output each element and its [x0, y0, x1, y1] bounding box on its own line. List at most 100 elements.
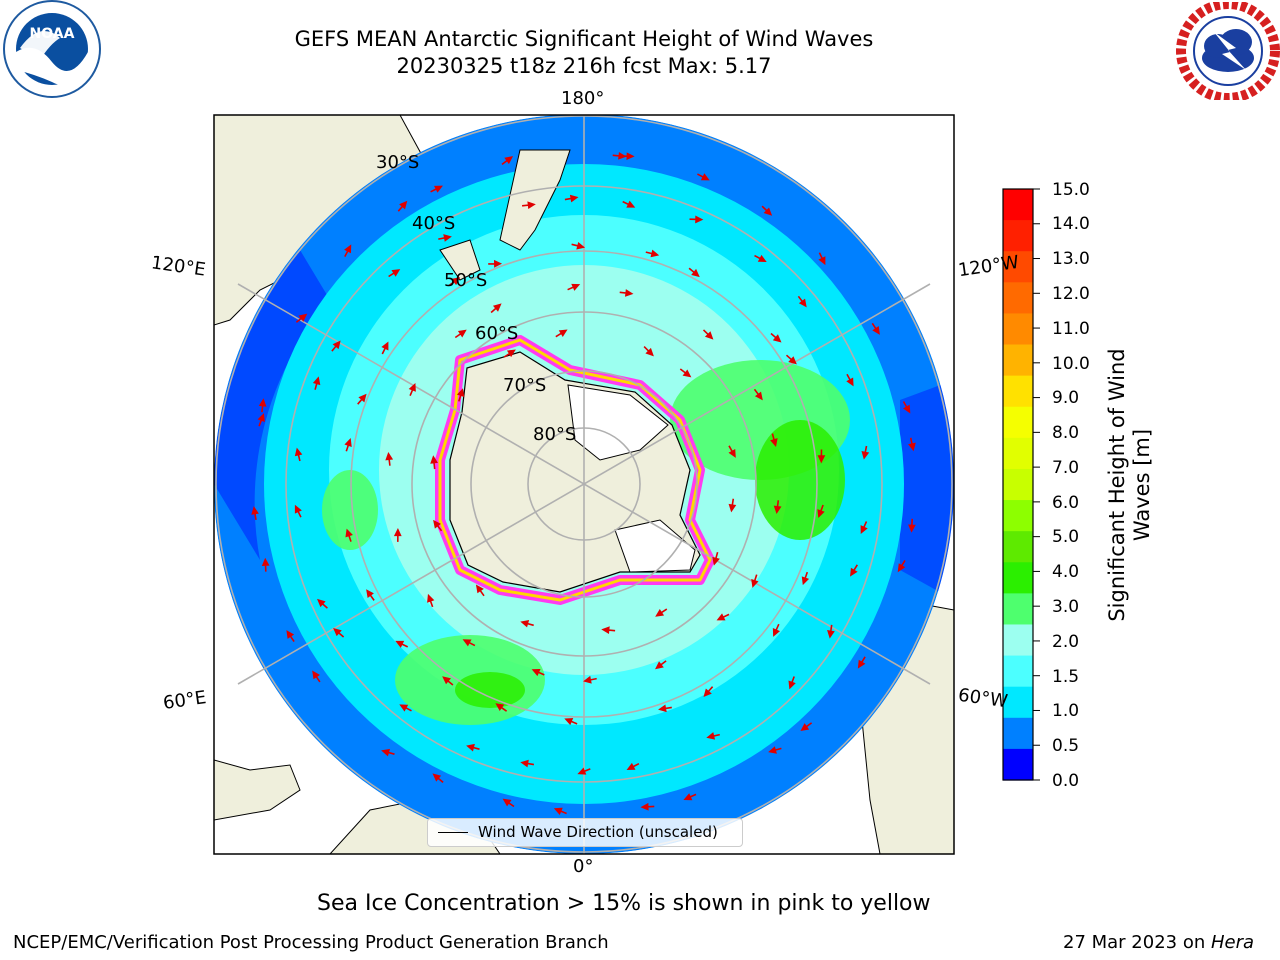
chart-subtitle: 20230325 t18z 216h fcst Max: 5.17	[396, 54, 772, 78]
lat-label-80s: 80°S	[533, 424, 577, 445]
wave-direction-arrow	[619, 289, 634, 297]
wave-direction-arrow	[683, 793, 697, 801]
wave-direction-arrow	[430, 185, 443, 193]
colorbar-tick-label: 11.0	[1052, 319, 1090, 339]
colorbar-tick-label: 1.0	[1052, 701, 1080, 721]
wave-direction-arrow	[827, 624, 835, 639]
wave-direction-arrow	[754, 254, 767, 263]
graticule	[215, 115, 953, 854]
wave-direction-arrow	[395, 640, 409, 648]
colorbar-swatch	[1003, 686, 1033, 719]
wave-direction-arrow	[871, 322, 880, 335]
colorbar-tick-label: 1.5	[1052, 667, 1080, 687]
wave-direction-arrow	[773, 500, 782, 515]
wave-direction-arrow	[432, 773, 444, 784]
wave-direction-arrow	[655, 608, 668, 617]
wave-direction-arrow	[801, 571, 810, 586]
sea-ice-inner-edge	[438, 338, 712, 602]
legend-label: Wind Wave Direction (unscaled)	[478, 823, 718, 841]
colorbar-tick-marks	[1033, 188, 1040, 781]
lat-label-60s: 60°S	[475, 323, 519, 344]
colorbar-swatch	[1003, 562, 1033, 594]
wave-direction-arrow	[456, 388, 465, 402]
wave-direction-arrow	[433, 519, 443, 532]
wave-direction-arrow	[797, 295, 807, 308]
wave-direction-arrow	[564, 194, 579, 203]
colorbar-frame	[1002, 188, 1034, 781]
colorbar-swatch	[1003, 375, 1033, 408]
wave-direction-arrow	[908, 437, 916, 452]
legend-line-swatch	[438, 832, 468, 833]
wave-direction-arrow	[861, 445, 870, 460]
wave-direction-arrow	[520, 619, 534, 628]
wave-direction-arrow	[488, 259, 503, 268]
wave-direction-arrow	[846, 373, 854, 387]
map-legend: Wind Wave Direction (unscaled)	[427, 818, 743, 847]
wave-direction-arrow	[393, 528, 402, 542]
nws-logo	[1176, 0, 1280, 103]
colorbar-swatch	[1003, 593, 1033, 626]
colorbar-swatch	[1003, 500, 1033, 532]
wave-direction-arrow	[645, 249, 660, 258]
wave-direction-arrow	[257, 413, 265, 427]
wave-direction-arrow	[751, 574, 759, 588]
colorbar-tick-label: 14.0	[1052, 214, 1090, 234]
wave-direction-arrow	[331, 340, 341, 352]
wave-direction-arrow	[770, 332, 782, 343]
wave-direction-arrow	[697, 173, 710, 181]
wave-direction-arrow	[772, 623, 780, 637]
colorbar-swatch	[1003, 748, 1033, 781]
wave-direction-arrow	[770, 433, 778, 447]
wave-direction-arrow	[357, 393, 367, 405]
colorbar-swatch	[1003, 717, 1033, 750]
wave-direction-arrow	[258, 398, 267, 413]
colorbar-swatch	[1003, 220, 1033, 252]
colorbar-swatch	[1003, 468, 1033, 501]
wave-direction-arrow	[703, 686, 714, 698]
colorbar-swatch	[1003, 282, 1033, 315]
wave-direction-arrow	[448, 277, 461, 287]
wave-direction-arrow	[818, 252, 826, 266]
wave-direction-arrow	[251, 506, 259, 521]
wave-direction-arrow	[317, 598, 328, 609]
madagascar-landmass	[214, 759, 301, 821]
wave-direction-arrow	[466, 743, 480, 752]
wave-direction-arrow	[571, 241, 586, 250]
wave-direction-arrow	[817, 449, 826, 464]
wave-direction-arrow	[295, 313, 308, 323]
wave-direction-arrow	[577, 767, 591, 775]
colorbar-tick-label: 7.0	[1052, 458, 1080, 478]
wave-direction-arrow	[462, 639, 476, 647]
wave-direction-arrow	[728, 498, 737, 513]
wave-direction-arrow	[688, 267, 700, 278]
wave-direction-arrow	[501, 156, 514, 166]
lat-label-30s: 30°S	[376, 152, 420, 173]
ross-ice-shelf	[567, 384, 669, 461]
footer-date: 27 Mar 2023 on Hera	[1063, 932, 1254, 953]
wave-direction-arrow	[345, 528, 353, 542]
wave-direction-arrow	[620, 152, 635, 161]
wave-direction-arrow	[640, 802, 655, 811]
colorbar-swatch	[1003, 531, 1033, 563]
colorbar-swatch	[1003, 189, 1033, 221]
wave-direction-arrow	[716, 613, 730, 621]
wave-direction-arrow	[490, 303, 502, 314]
wave-direction-arrow	[601, 626, 616, 635]
footer-date-text: 27 Mar 2023 on	[1063, 932, 1211, 953]
colorbar-swatch	[1003, 251, 1033, 283]
lat-label-70s: 70°S	[503, 375, 547, 396]
colorbar	[1003, 189, 1033, 781]
noaa-logo: NOAA	[0, 0, 104, 100]
colorbar-tick-label: 8.0	[1052, 423, 1080, 443]
wave-band-low-west	[214, 250, 330, 560]
wave-direction-arrow	[553, 807, 567, 815]
colorbar-tick-label: 4.0	[1052, 562, 1080, 582]
colorbar-swatch	[1003, 344, 1033, 377]
tasmania-landmass	[439, 239, 481, 281]
wave-direction-arrow	[679, 368, 692, 378]
wave-direction-arrow	[397, 200, 408, 212]
wave-direction-arrow	[564, 718, 578, 726]
wave-direction-arrow	[689, 215, 704, 224]
wave-direction-arrow	[817, 504, 825, 519]
